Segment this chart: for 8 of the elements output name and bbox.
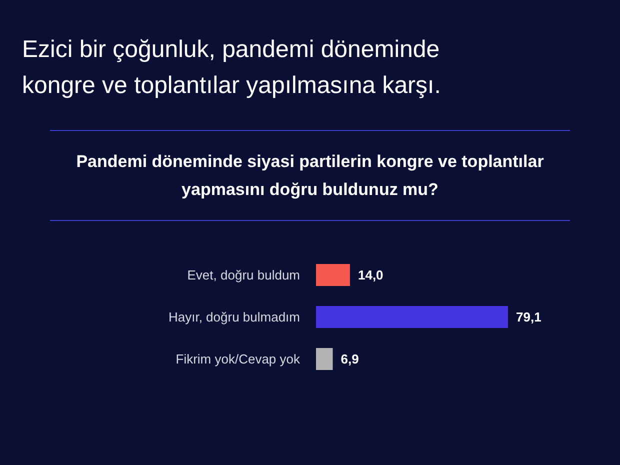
data-label: 14,0: [358, 268, 384, 282]
y-tick-label: Hayır, doğru bulmadım: [168, 310, 300, 324]
y-tick-label: Evet, doğru buldum: [187, 268, 300, 282]
chart-title: Ezici bir çoğunluk, pandemi döneminde kongre ve toplantılar yapılmasına karşı.: [22, 35, 442, 101]
chart-subtitle: Pandemi döneminde siyasi partilerin kongre ve toplantılar yapmasını doğru buldunuz mu?: [75, 151, 545, 201]
data-label: 79,1: [516, 310, 542, 324]
y-tick-label: Fikrim yok/Cevap yok: [176, 352, 300, 366]
data-label: 6,9: [340, 352, 359, 366]
